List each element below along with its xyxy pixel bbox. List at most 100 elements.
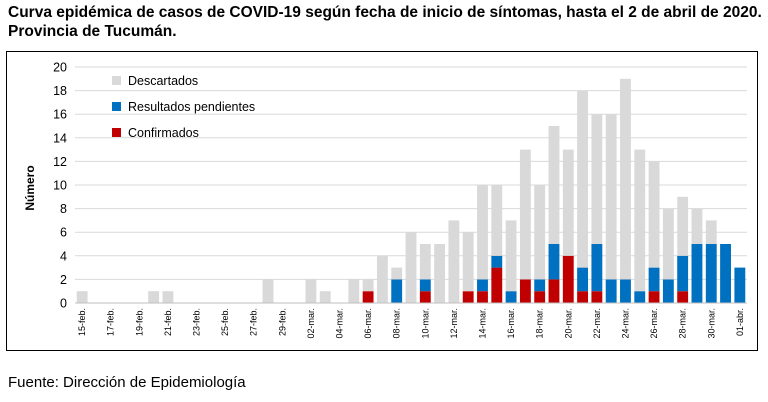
bar-resultados-pendientes xyxy=(705,244,717,303)
bar-confirmados xyxy=(491,267,503,303)
bar-confirmados xyxy=(677,291,689,303)
bar-confirmados xyxy=(591,291,603,303)
bar-resultados-pendientes xyxy=(591,244,603,292)
bar-descartados xyxy=(348,279,360,303)
y-tick-label: 2 xyxy=(60,273,67,287)
x-tick-label: 04-mar. xyxy=(335,308,345,339)
bar-descartados xyxy=(462,232,474,292)
epidemic-curve-chart: 0 2 4 6 8 10 12 14 16 18 20 15-feb. 17-feb. 19-feb. 21… xyxy=(23,61,747,339)
x-tick-label: 14-mar. xyxy=(477,308,487,339)
bar-confirmados xyxy=(548,279,560,303)
bar-descartados xyxy=(677,196,689,256)
y-tick-label: 10 xyxy=(53,179,67,193)
bar-descartados xyxy=(305,279,317,303)
x-tick-label: 18-mar. xyxy=(535,308,545,339)
bar-descartados xyxy=(505,220,517,292)
bar-confirmados xyxy=(519,279,531,303)
bar-resultados-pendientes xyxy=(634,291,646,303)
chart-title: Curva epidémica de casos de COVID-19 seg… xyxy=(8,4,762,40)
y-tick-label: 12 xyxy=(53,155,67,169)
bar-descartados xyxy=(605,114,617,280)
y-tick-label: 6 xyxy=(60,226,67,240)
bar-descartados xyxy=(319,291,331,303)
y-tick-label: 18 xyxy=(53,84,67,98)
x-tick-label: 17-feb. xyxy=(106,308,116,336)
x-tick-label: 25-feb. xyxy=(220,308,230,336)
x-tick-label: 12-mar. xyxy=(449,308,459,339)
bars xyxy=(76,78,746,303)
x-tick-label: 26-mar. xyxy=(649,308,659,339)
bar-confirmados xyxy=(562,255,574,303)
bar-resultados-pendientes xyxy=(720,244,731,303)
x-tick-label: 22-mar. xyxy=(592,308,602,339)
bar-resultados-pendientes xyxy=(605,279,617,303)
bar-confirmados xyxy=(419,291,431,303)
bar-descartados xyxy=(362,279,374,292)
y-axis-label: Número xyxy=(23,165,37,210)
bar-resultados-pendientes xyxy=(548,244,560,280)
x-tick-label: 27-feb. xyxy=(249,308,259,336)
bar-descartados xyxy=(519,149,531,280)
bar-confirmados xyxy=(534,291,546,303)
chart-frame: 0 2 4 6 8 10 12 14 16 18 20 15-feb. 17-feb. 19-feb. 21… xyxy=(6,51,758,351)
bar-resultados-pendientes xyxy=(648,267,660,292)
bar-resultados-pendientes xyxy=(577,267,589,292)
bar-descartados xyxy=(662,208,674,280)
bar-descartados xyxy=(477,185,488,280)
legend: Descartados Resultados pendientes Confirma… xyxy=(112,74,255,140)
legend-swatch xyxy=(112,76,121,85)
legend-label: Confirmados xyxy=(128,126,199,140)
bar-descartados xyxy=(705,220,717,244)
y-tick-label: 4 xyxy=(60,249,67,263)
bar-descartados xyxy=(491,185,503,256)
bar-resultados-pendientes xyxy=(491,255,503,268)
bar-resultados-pendientes xyxy=(620,279,631,303)
bar-descartados xyxy=(148,291,160,303)
bar-resultados-pendientes xyxy=(677,255,689,292)
bar-confirmados xyxy=(648,291,660,303)
x-tick-label: 01-abr. xyxy=(735,308,745,336)
bar-descartados xyxy=(634,149,646,292)
bar-resultados-pendientes xyxy=(734,267,746,303)
bar-descartados xyxy=(405,232,417,303)
x-tick-label: 08-mar. xyxy=(392,308,402,339)
bar-resultados-pendientes xyxy=(534,279,546,292)
y-tick-label: 0 xyxy=(60,297,67,311)
y-tick-label: 16 xyxy=(53,108,67,122)
x-tick-label: 02-mar. xyxy=(306,308,316,339)
bar-descartados xyxy=(691,208,703,244)
bar-descartados xyxy=(419,244,431,280)
x-tick-label: 16-mar. xyxy=(506,308,516,339)
x-tick-label: 23-feb. xyxy=(192,308,202,336)
bar-descartados xyxy=(562,149,574,256)
legend-swatch xyxy=(112,102,121,111)
bar-resultados-pendientes xyxy=(419,279,431,292)
bar-resultados-pendientes xyxy=(391,279,403,303)
bar-descartados xyxy=(534,185,546,280)
x-tick-label: 15-feb. xyxy=(77,308,87,336)
bar-descartados xyxy=(620,78,631,280)
x-tick-label: 06-mar. xyxy=(363,308,373,339)
bar-descartados xyxy=(76,291,88,303)
source-note: Fuente: Dirección de Epidemiología xyxy=(8,374,246,391)
bar-descartados xyxy=(577,90,589,268)
x-tick-label: 30-mar. xyxy=(706,308,716,339)
x-tick-label: 20-mar. xyxy=(563,308,573,339)
bar-descartados xyxy=(391,267,403,280)
bar-descartados xyxy=(648,161,660,268)
bar-confirmados xyxy=(477,291,488,303)
bar-confirmados xyxy=(362,291,374,303)
legend-swatch xyxy=(112,128,121,137)
legend-label: Resultados pendientes xyxy=(128,100,255,114)
bar-descartados xyxy=(262,279,274,303)
bar-confirmados xyxy=(462,291,474,303)
bar-descartados xyxy=(591,114,603,244)
grid-lines xyxy=(75,66,747,280)
y-tick-label: 14 xyxy=(53,131,67,145)
legend-label: Descartados xyxy=(128,74,198,88)
bar-descartados xyxy=(162,291,174,303)
x-tick-label: 29-feb. xyxy=(277,308,287,336)
y-tick-label: 20 xyxy=(53,61,67,75)
axes: 0 2 4 6 8 10 12 14 16 18 20 15-feb. 17-feb. 19-feb. 21… xyxy=(53,61,747,339)
bar-resultados-pendientes xyxy=(662,279,674,303)
